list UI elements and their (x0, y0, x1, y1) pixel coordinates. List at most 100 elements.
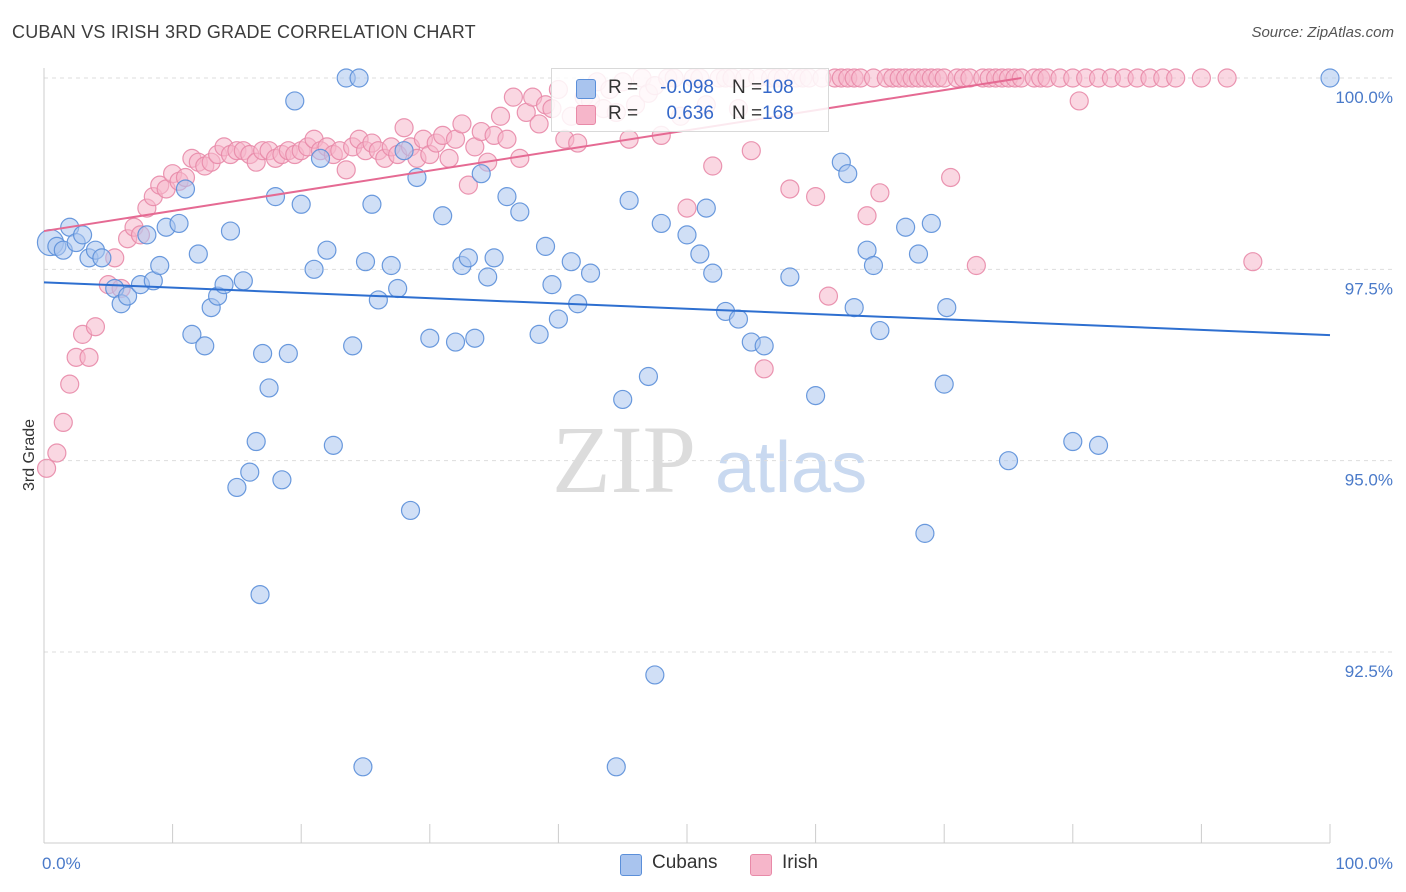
irish-point (458, 175, 478, 195)
cubans-point (343, 336, 363, 356)
cubans-point (638, 366, 659, 387)
cubans-point (510, 202, 530, 222)
irish-point (677, 198, 697, 218)
cubans-point (844, 298, 864, 318)
cubans-point (233, 271, 253, 291)
irish-trend-line (43, 77, 1022, 233)
cubans-point (272, 470, 292, 490)
cubans-point (915, 523, 935, 543)
cubans-point (1063, 431, 1083, 452)
cubans-point (310, 148, 331, 168)
cubans-point (349, 68, 369, 88)
legend-row-irish: R = 0.636 N = 168 (552, 102, 828, 128)
cubans-point (529, 324, 549, 344)
y-tick-labels: 100.0% 97.5% 95.0% 92.5% (1335, 88, 1393, 681)
watermark-atlas: atlas (715, 428, 867, 508)
legend-row-cubans: R = -0.098 N = 108 (552, 76, 828, 102)
cubans-point (400, 500, 421, 521)
irish-point (1191, 68, 1212, 88)
irish-point (870, 183, 890, 203)
cubans-point (92, 248, 112, 268)
irish-point (805, 187, 826, 207)
cubans-point (285, 91, 305, 111)
cubans-point (754, 336, 774, 356)
bottom-legend-label-cubans: Cubans (652, 852, 718, 873)
cubans-point (548, 309, 569, 329)
irish-point (818, 286, 839, 306)
cubans-point (542, 275, 562, 295)
irish-point (336, 160, 356, 180)
cubans-point (246, 431, 266, 452)
x-axis-ticks (43, 824, 1331, 843)
cubans-point (420, 328, 440, 348)
cubans-point (896, 217, 916, 237)
y-tick-label: 95.0% (1345, 471, 1393, 490)
cubans-point (317, 240, 337, 260)
cubans-point (908, 244, 929, 264)
cubans-points (36, 68, 1340, 777)
x-tick-label: 100.0% (1335, 854, 1393, 873)
cubans-point (253, 343, 273, 364)
irish-point (85, 317, 106, 337)
irish-point (497, 129, 517, 149)
cubans-point (458, 248, 478, 268)
cubans-point (394, 141, 414, 161)
cubans-point (278, 343, 298, 364)
cubans-point (388, 278, 408, 299)
cubans-point (182, 324, 202, 344)
cubans-point (304, 259, 324, 279)
legend-n-value: 108 (762, 77, 794, 98)
cubans-point (220, 221, 241, 241)
y-tick-label: 92.5% (1345, 662, 1393, 681)
legend-n-value: 168 (762, 103, 794, 124)
cubans-point (72, 225, 93, 245)
cubans-point (619, 190, 639, 211)
irish-point (780, 179, 800, 199)
irish-point (703, 156, 723, 176)
legend-r-value: 0.636 (666, 103, 714, 124)
cubans-point (780, 267, 800, 287)
cubans-point (484, 248, 504, 268)
cubans-trend-line (43, 281, 1331, 337)
cubans-point (677, 225, 697, 245)
cubans-point (478, 267, 498, 287)
legend-n-label: N = (732, 103, 763, 124)
cubans-point (703, 263, 723, 283)
cubans-point (651, 213, 671, 234)
irish-point (53, 412, 73, 432)
irish-point (79, 347, 99, 367)
cubans-point (606, 757, 626, 777)
cubans-point (227, 477, 247, 498)
cubans-point (195, 336, 215, 356)
cubans-point (323, 435, 343, 455)
irish-point (452, 114, 472, 134)
trend-lines (43, 77, 1331, 337)
cubans-point (838, 164, 858, 184)
legend: R = -0.098 N = 108 R = 0.636 N = 168 (551, 68, 829, 132)
cubans-point (368, 290, 388, 310)
cubans-point (188, 244, 208, 264)
irish-point (47, 443, 67, 463)
watermark: ZIP atlas (552, 406, 867, 513)
cubans-point (497, 187, 517, 207)
cubans-point (561, 252, 581, 272)
bottom-legend: Cubans Irish (0, 852, 1406, 878)
cubans-point (445, 332, 466, 352)
cubans-point (150, 255, 170, 276)
cubans-point (433, 206, 453, 226)
cubans-point (250, 584, 270, 605)
irish-point (439, 148, 459, 168)
x-tick-label: 0.0% (42, 854, 81, 873)
cubans-point (137, 225, 157, 245)
cubans-point (934, 374, 954, 394)
cubans-point (362, 194, 382, 214)
cubans-point (381, 255, 401, 276)
cubans-point (805, 386, 826, 406)
cubans-point (1320, 68, 1340, 88)
cubans-point (863, 255, 884, 276)
legend-swatch-cubans (576, 79, 596, 99)
cubans-point (535, 236, 556, 256)
bottom-legend-swatch-cubans (620, 854, 642, 876)
cubans-point (613, 389, 633, 410)
